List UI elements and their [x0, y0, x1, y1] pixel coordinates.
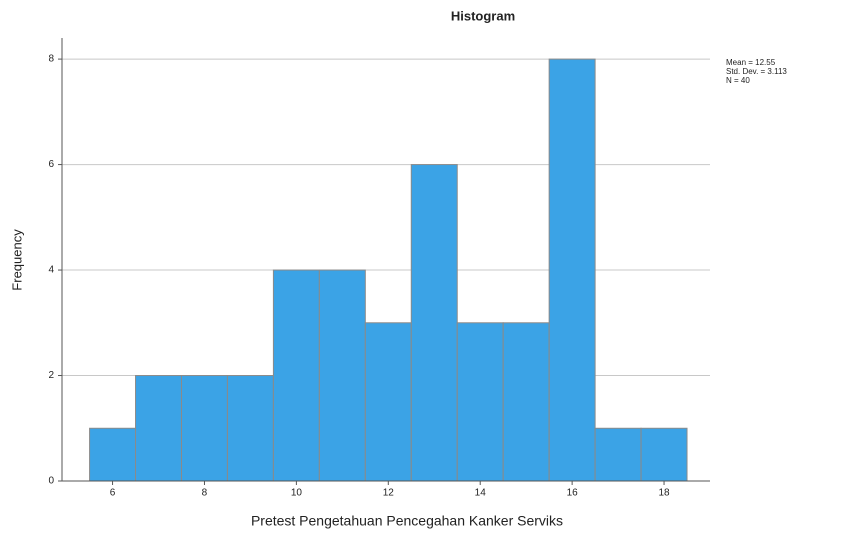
y-tick-label: 2: [48, 370, 54, 381]
bar: [364, 322, 412, 482]
y-axis-label: Frequency: [9, 229, 24, 291]
x-tick-label: 16: [567, 488, 579, 499]
bar: [272, 269, 320, 482]
x-tick-label: 8: [202, 488, 208, 499]
chart-title: Histogram: [451, 8, 515, 23]
bar: [502, 322, 550, 482]
y-tick-label: 6: [48, 159, 54, 170]
y-tick-label: 8: [48, 54, 54, 65]
y-tick-label: 0: [48, 476, 54, 487]
bar: [89, 427, 137, 482]
bar: [640, 427, 688, 482]
x-tick-label: 14: [475, 488, 487, 499]
bar: [456, 322, 504, 482]
x-tick-label: 18: [658, 488, 670, 499]
bar: [135, 375, 182, 482]
y-tick-label: 4: [48, 265, 54, 276]
bar: [548, 58, 596, 482]
x-tick-label: 12: [383, 488, 395, 499]
bar: [226, 375, 274, 482]
annotation: N = 40: [726, 76, 750, 85]
x-tick-label: 6: [110, 488, 116, 499]
bar: [594, 427, 642, 482]
bar: [318, 269, 366, 482]
x-axis-label: Pretest Pengetahuan Pencegahan Kanker Se…: [251, 513, 563, 529]
x-tick-label: 10: [291, 488, 303, 499]
bar: [410, 164, 458, 482]
annotation: Std. Dev. = 3.113: [726, 67, 787, 76]
annotation: Mean = 12.55: [726, 58, 776, 67]
bar: [180, 375, 228, 482]
